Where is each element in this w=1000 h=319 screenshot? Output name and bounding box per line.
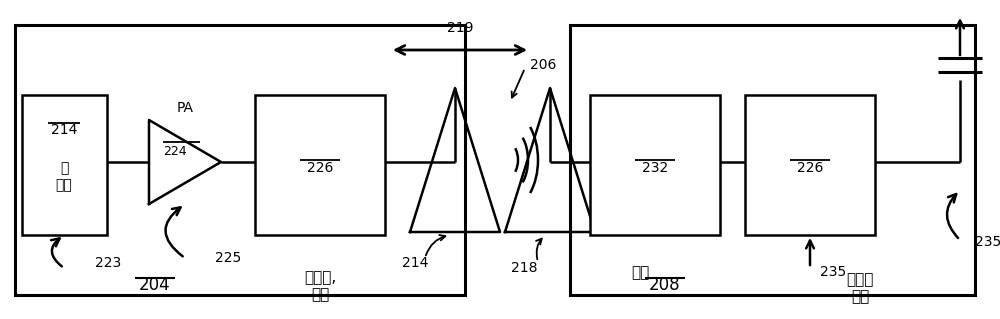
Text: 206: 206 (530, 58, 556, 72)
Bar (570, 25, 975, 295)
Text: PA: PA (176, 101, 194, 115)
Bar (15, 25, 465, 295)
Polygon shape (505, 88, 595, 232)
Text: 235: 235 (975, 235, 1000, 249)
Text: 226: 226 (307, 161, 333, 175)
Text: 219: 219 (447, 21, 473, 35)
Text: 214: 214 (51, 123, 77, 137)
Text: 整流器
开关: 整流器 开关 (846, 272, 874, 304)
Text: 226: 226 (797, 161, 823, 175)
Text: 208: 208 (649, 276, 681, 294)
Text: 235: 235 (820, 265, 846, 279)
Bar (745, 95, 875, 235)
Text: 214: 214 (402, 256, 428, 270)
Text: 器: 器 (60, 161, 68, 175)
Bar (22, 95, 107, 235)
Polygon shape (149, 120, 221, 204)
Text: 218: 218 (511, 261, 537, 275)
Bar (590, 95, 720, 235)
Text: 223: 223 (95, 256, 121, 270)
Text: 滤波器,
匹配: 滤波器, 匹配 (304, 270, 336, 302)
Text: 225: 225 (215, 251, 241, 265)
Text: 224: 224 (163, 145, 187, 158)
Polygon shape (410, 88, 500, 232)
Text: 232: 232 (642, 161, 668, 175)
Text: 204: 204 (139, 276, 171, 294)
Bar (255, 95, 385, 235)
Text: 振荡: 振荡 (56, 178, 72, 192)
Text: 匹配: 匹配 (631, 265, 649, 280)
